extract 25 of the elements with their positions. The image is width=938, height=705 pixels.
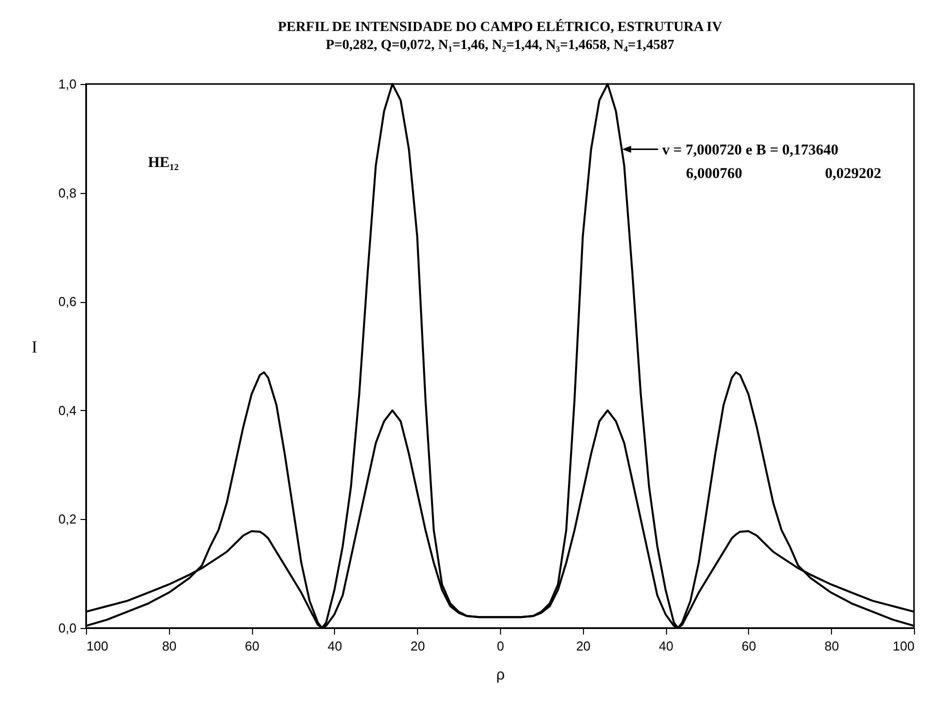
y-tick-label: 0,6 bbox=[58, 294, 76, 310]
x-tick-label: 20 bbox=[410, 638, 425, 654]
chart-title: PERFIL DE INTENSIDADE DO CAMPO ELÉTRICO, ESTRUTURA IV bbox=[278, 18, 722, 35]
annotation: 6,000760 bbox=[686, 166, 742, 182]
annotation: HE₁₂ bbox=[148, 155, 180, 171]
y-tick-label: 0,8 bbox=[58, 185, 76, 200]
x-tick-label: 40 bbox=[328, 638, 342, 654]
x-tick-label: 20 bbox=[576, 638, 591, 654]
x-tick-label: 100 bbox=[86, 638, 108, 654]
y-tick-label: 0,4 bbox=[58, 402, 76, 418]
chart-subtitle: P=0,282, Q=0,072, N₁=1,46, N₂=1,44, N₃=1,4658, N₄=1,4587 bbox=[326, 38, 674, 53]
y-tick-label: 0,2 bbox=[58, 512, 76, 527]
annotation: 0,029202 bbox=[825, 166, 882, 182]
x-axis-title: ρ bbox=[496, 666, 505, 684]
y-tick-label: 1,0 bbox=[58, 76, 76, 92]
x-tick-label: 0 bbox=[496, 638, 504, 654]
x-tick-label: 80 bbox=[162, 638, 177, 654]
annotation: v = 7,000720 e B = 0,173640 bbox=[662, 142, 838, 158]
y-tick-label: 0,0 bbox=[58, 620, 76, 636]
x-tick-label: 80 bbox=[824, 638, 839, 654]
x-tick-label: 60 bbox=[244, 638, 260, 654]
x-tick-label: 40 bbox=[658, 638, 674, 654]
y-axis-title: I bbox=[32, 338, 38, 356]
x-tick-label: 60 bbox=[742, 638, 756, 654]
x-tick-label: 100 bbox=[892, 638, 914, 654]
